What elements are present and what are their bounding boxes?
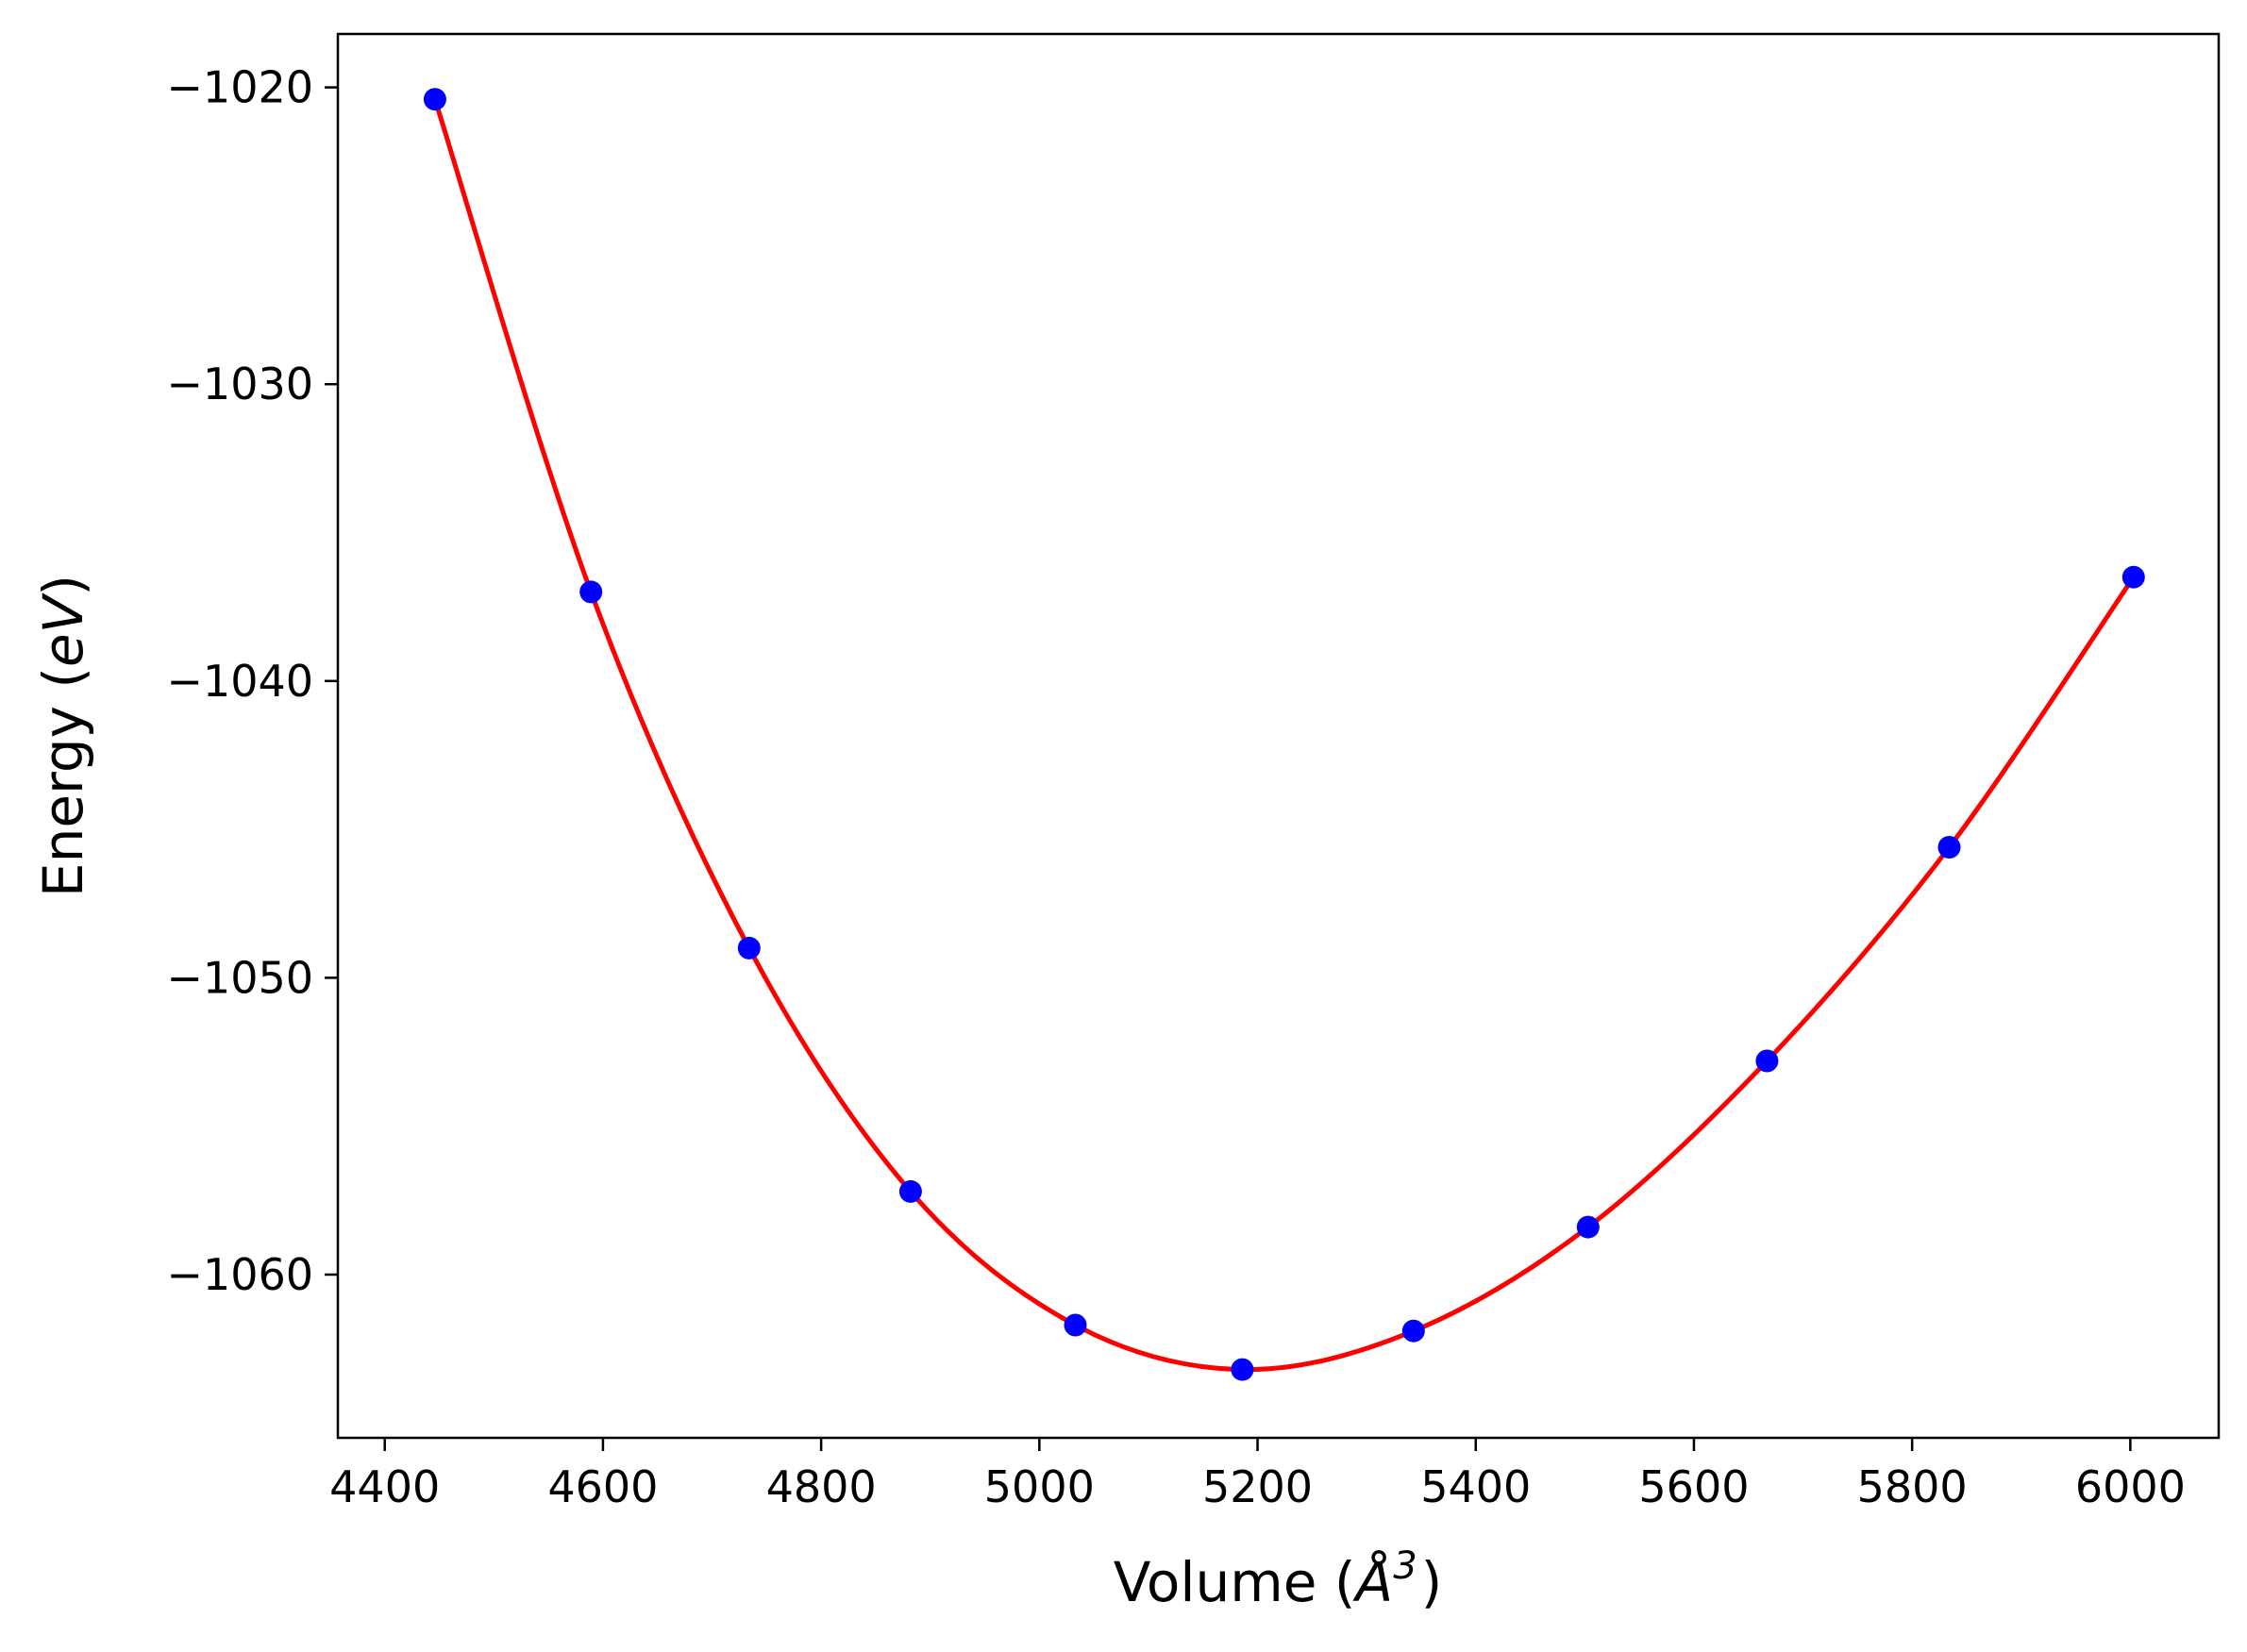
x-tick-label: 5400 xyxy=(1420,1461,1531,1512)
x-tick-label: 4400 xyxy=(329,1461,440,1512)
y-axis-label-suffix: ) xyxy=(31,575,95,596)
y-axis-label-unit: eV xyxy=(31,592,95,667)
x-tick-label: 5800 xyxy=(1857,1461,1968,1512)
x-axis-ticks: 4400 4600 4800 5000 5200 5400 5600 5800 6000 xyxy=(329,1438,2186,1512)
y-tick-label: −1060 xyxy=(166,1249,313,1300)
data-point xyxy=(898,1179,922,1203)
data-point xyxy=(737,936,761,959)
data-point xyxy=(423,88,446,111)
data-point xyxy=(1064,1313,1087,1337)
data-point xyxy=(1937,836,1961,859)
y-tick-label: −1030 xyxy=(166,359,313,409)
x-axis-label-suffix: ) xyxy=(1421,1550,1443,1614)
x-tick-label: 5600 xyxy=(1638,1461,1749,1512)
data-point xyxy=(579,580,603,604)
y-axis-label-prefix: Energy ( xyxy=(31,667,95,897)
fit-curve xyxy=(432,98,2136,1373)
x-tick-label: 4600 xyxy=(547,1461,658,1512)
plot-area xyxy=(338,34,2219,1438)
data-point xyxy=(1401,1319,1425,1343)
y-tick-label: −1040 xyxy=(166,656,313,707)
data-points-layer xyxy=(423,88,2145,1381)
axes-frame xyxy=(336,32,2221,1440)
x-axis-label-prefix: Volume ( xyxy=(1114,1550,1356,1614)
x-axis-label-power: 3 xyxy=(1393,1544,1417,1588)
x-tick-label: 4800 xyxy=(766,1461,877,1512)
y-axis-label: Energy (eV) xyxy=(31,575,95,897)
x-axis-label: Volume (Å3) xyxy=(1114,1544,1443,1614)
y-tick-label: −1020 xyxy=(166,62,313,113)
data-point xyxy=(1576,1215,1600,1239)
fit-curve-layer xyxy=(432,98,2136,1373)
y-axis-ticks: −1020 −1030 −1040 −1050 −1060 xyxy=(166,62,338,1300)
data-point xyxy=(1231,1358,1254,1381)
x-tick-label: 5000 xyxy=(984,1461,1095,1512)
data-point xyxy=(1755,1049,1779,1073)
y-tick-label: −1050 xyxy=(166,952,313,1003)
x-tick-label: 6000 xyxy=(2075,1461,2186,1512)
x-axis-label-unit: Å xyxy=(1352,1549,1394,1614)
data-point xyxy=(2121,565,2145,589)
x-tick-label: 5200 xyxy=(1202,1461,1313,1512)
